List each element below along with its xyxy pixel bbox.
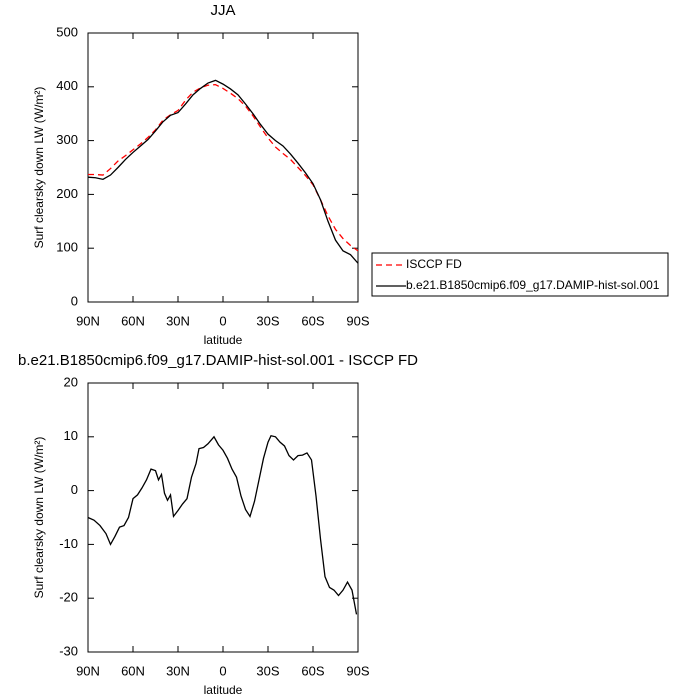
x-tick-label: 90S	[346, 663, 369, 678]
y-tick-label: -20	[59, 590, 78, 605]
y-axis-label: Surf clearsky down LW (W/m²)	[32, 437, 46, 599]
data-line	[88, 83, 359, 252]
x-tick-label: 30N	[166, 313, 190, 328]
legend-box	[371, 252, 669, 297]
x-tick-label: 60N	[121, 663, 145, 678]
x-tick-label: 90S	[346, 313, 369, 328]
x-axis-label: latitude	[204, 333, 243, 347]
y-tick-label: 200	[56, 186, 78, 201]
x-tick-label: 30S	[256, 313, 279, 328]
x-tick-label: 60S	[301, 313, 324, 328]
legend-label: b.e21.B1850cmip6.f09_g17.DAMIP-hist-sol.…	[406, 278, 660, 292]
x-tick-label: 90N	[76, 313, 100, 328]
y-tick-label: 400	[56, 78, 78, 93]
data-line	[87, 434, 358, 615]
legend-label: ISCCP FD	[406, 257, 462, 271]
x-axis-label: latitude	[204, 683, 243, 697]
chart-title: b.e21.B1850cmip6.f09_g17.DAMIP-hist-sol.…	[18, 352, 418, 369]
y-tick-label: 100	[56, 240, 78, 255]
chart-title: JJA	[210, 2, 235, 19]
x-tick-label: 0	[219, 663, 226, 678]
y-tick-label: 10	[64, 428, 78, 443]
x-tick-label: 60N	[121, 313, 145, 328]
x-tick-label: 0	[219, 313, 226, 328]
y-tick-label: 500	[56, 24, 78, 39]
y-tick-label: 20	[64, 374, 78, 389]
data-line	[87, 79, 359, 264]
plot-frame	[87, 32, 359, 303]
y-tick-label: 300	[56, 132, 78, 147]
y-tick-label: 0	[71, 482, 78, 497]
x-tick-label: 30S	[256, 663, 279, 678]
y-axis-label: Surf clearsky down LW (W/m²)	[32, 87, 46, 249]
x-tick-label: 90N	[76, 663, 100, 678]
y-tick-label: -10	[59, 536, 78, 551]
y-tick-label: 0	[71, 293, 78, 308]
y-tick-label: -30	[59, 643, 78, 658]
x-tick-label: 30N	[166, 663, 190, 678]
x-tick-label: 60S	[301, 663, 324, 678]
